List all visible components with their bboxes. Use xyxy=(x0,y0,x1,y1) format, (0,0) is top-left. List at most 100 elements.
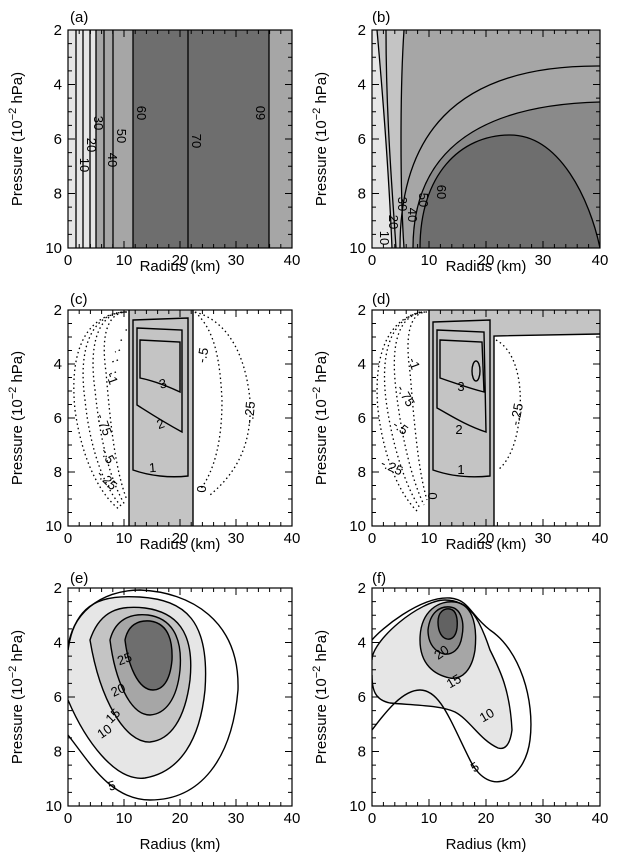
contour-label: 10 xyxy=(477,705,497,725)
y-tick-label: 6 xyxy=(54,131,62,148)
panel-b-fill-dark xyxy=(420,135,600,248)
x-axis-title-c: Radius (km) xyxy=(140,536,221,553)
panel-e-contours xyxy=(68,589,239,801)
contour-label: 1 xyxy=(457,462,464,477)
x-tick-label: 30 xyxy=(535,252,552,269)
y-axis-title-unit: hPa) xyxy=(313,72,330,108)
panel-a xyxy=(67,29,293,249)
x-tick-label: 0 xyxy=(64,252,72,269)
contour-label: 20 xyxy=(84,138,99,152)
y-axis-title-main: Pressure (10 xyxy=(313,120,330,206)
y-axis-title-e: Pressure (10−2 hPa) xyxy=(7,630,26,764)
y-tick-label: 6 xyxy=(54,689,62,706)
contour-label: 1 xyxy=(148,460,157,476)
contour-label: 20 xyxy=(108,680,127,700)
y-axis-title-unit: hPa) xyxy=(9,630,26,666)
y-tick-label: 8 xyxy=(54,186,62,203)
contour-label: 20 xyxy=(431,642,451,663)
y-tick-label: 8 xyxy=(54,744,62,761)
panel-b-contours xyxy=(376,30,600,248)
contour-label: 15 xyxy=(444,671,464,691)
y-tick-label: 2 xyxy=(54,22,62,39)
panel-d-negative-contours xyxy=(376,311,521,513)
contour-label: 30 xyxy=(91,116,106,130)
x-tick-label: 40 xyxy=(592,252,609,269)
x-tick-label: 20 xyxy=(172,810,189,827)
contour-label: -.75 xyxy=(93,411,115,437)
panel-f xyxy=(371,587,601,807)
contour-label: 0 xyxy=(425,492,440,499)
y-axis-title-d: Pressure (10−2 hPa) xyxy=(311,351,330,485)
x-axis-title-b: Radius (km) xyxy=(446,258,527,275)
contour-label: 10 xyxy=(77,158,92,172)
panel-f-fill-dark xyxy=(438,608,458,640)
panel-e-fill-dark xyxy=(125,620,173,690)
panel-b xyxy=(371,29,601,249)
x-tick-label: 30 xyxy=(535,810,552,827)
panel-f-contours xyxy=(372,597,532,783)
panel-d-positive-contours xyxy=(428,310,600,526)
y-axis-title-main: Pressure (10 xyxy=(9,678,26,764)
x-axis-title-f: Radius (km) xyxy=(446,836,527,853)
y-axis-title-exp: −2 xyxy=(7,666,19,679)
contour-label: -.25 xyxy=(241,401,258,425)
x-tick-label: 0 xyxy=(64,810,72,827)
x-tick-label: 40 xyxy=(284,252,301,269)
x-tick-label: 0 xyxy=(368,810,376,827)
contour-label: 2 xyxy=(455,422,462,437)
x-tick-label: 0 xyxy=(368,530,376,547)
contour-label: 25 xyxy=(115,649,134,668)
y-tick-label: 6 xyxy=(54,410,62,427)
y-tick-label: 6 xyxy=(358,689,366,706)
contour-label: 70 xyxy=(189,134,204,148)
y-tick-label: 10 xyxy=(45,518,62,535)
contour-label: -.5 xyxy=(98,445,119,466)
x-tick-label: 30 xyxy=(535,530,552,547)
panel-label-a: (a) xyxy=(70,9,88,26)
y-axis-title-b: Pressure (10−2 hPa) xyxy=(311,72,330,206)
panel-label-e: (e) xyxy=(70,570,88,587)
y-tick-label: 2 xyxy=(54,302,62,319)
y-axis-title-unit: hPa) xyxy=(9,72,26,108)
x-tick-label: 10 xyxy=(421,530,438,547)
y-axis-title-main: Pressure (10 xyxy=(313,399,330,485)
contour-label: 0 xyxy=(194,485,209,492)
x-tick-label: 20 xyxy=(172,530,189,547)
panel-a-contour-labels: 10 20 30 40 50 60 70 60 xyxy=(77,106,268,172)
y-tick-label: 4 xyxy=(358,77,366,94)
y-tick-label: 10 xyxy=(45,240,62,257)
contour-label: 3 xyxy=(457,379,464,394)
x-tick-label: 10 xyxy=(116,252,133,269)
panel-c-negative-contours xyxy=(73,311,251,511)
x-tick-label: 10 xyxy=(421,810,438,827)
y-tick-label: 2 xyxy=(358,22,366,39)
panel-a-fill-medium xyxy=(96,30,133,248)
y-tick-label: 8 xyxy=(54,464,62,481)
y-tick-label: 8 xyxy=(358,744,366,761)
contour-label: 50 xyxy=(416,193,431,207)
y-axis-title-unit: hPa) xyxy=(313,351,330,387)
y-tick-label: 4 xyxy=(54,77,62,94)
y-tick-label: 2 xyxy=(358,580,366,597)
panel-label-f: (f) xyxy=(372,570,386,587)
panel-f-contour-labels: 5 10 15 20 xyxy=(431,642,497,775)
contour-label: 5 xyxy=(106,777,117,793)
y-tick-label: 10 xyxy=(45,798,62,815)
panel-d-positive-region xyxy=(429,310,600,526)
panel-c xyxy=(67,309,293,527)
panel-label-c: (c) xyxy=(70,291,88,308)
panel-a-fill-dark xyxy=(133,30,269,248)
contour-label: 60 xyxy=(434,185,449,199)
panel-labels: (a) (b) (c) (d) (e) (f) xyxy=(70,9,390,587)
contour-label: -1 xyxy=(405,355,423,371)
y-tick-label: 10 xyxy=(349,798,366,815)
contour-label: 40 xyxy=(105,153,120,167)
x-axis-title-a: Radius (km) xyxy=(140,258,221,275)
axis-titles: Radius (km) Radius (km) Radius (km) Radi… xyxy=(7,72,526,853)
x-tick-label: 30 xyxy=(228,252,245,269)
